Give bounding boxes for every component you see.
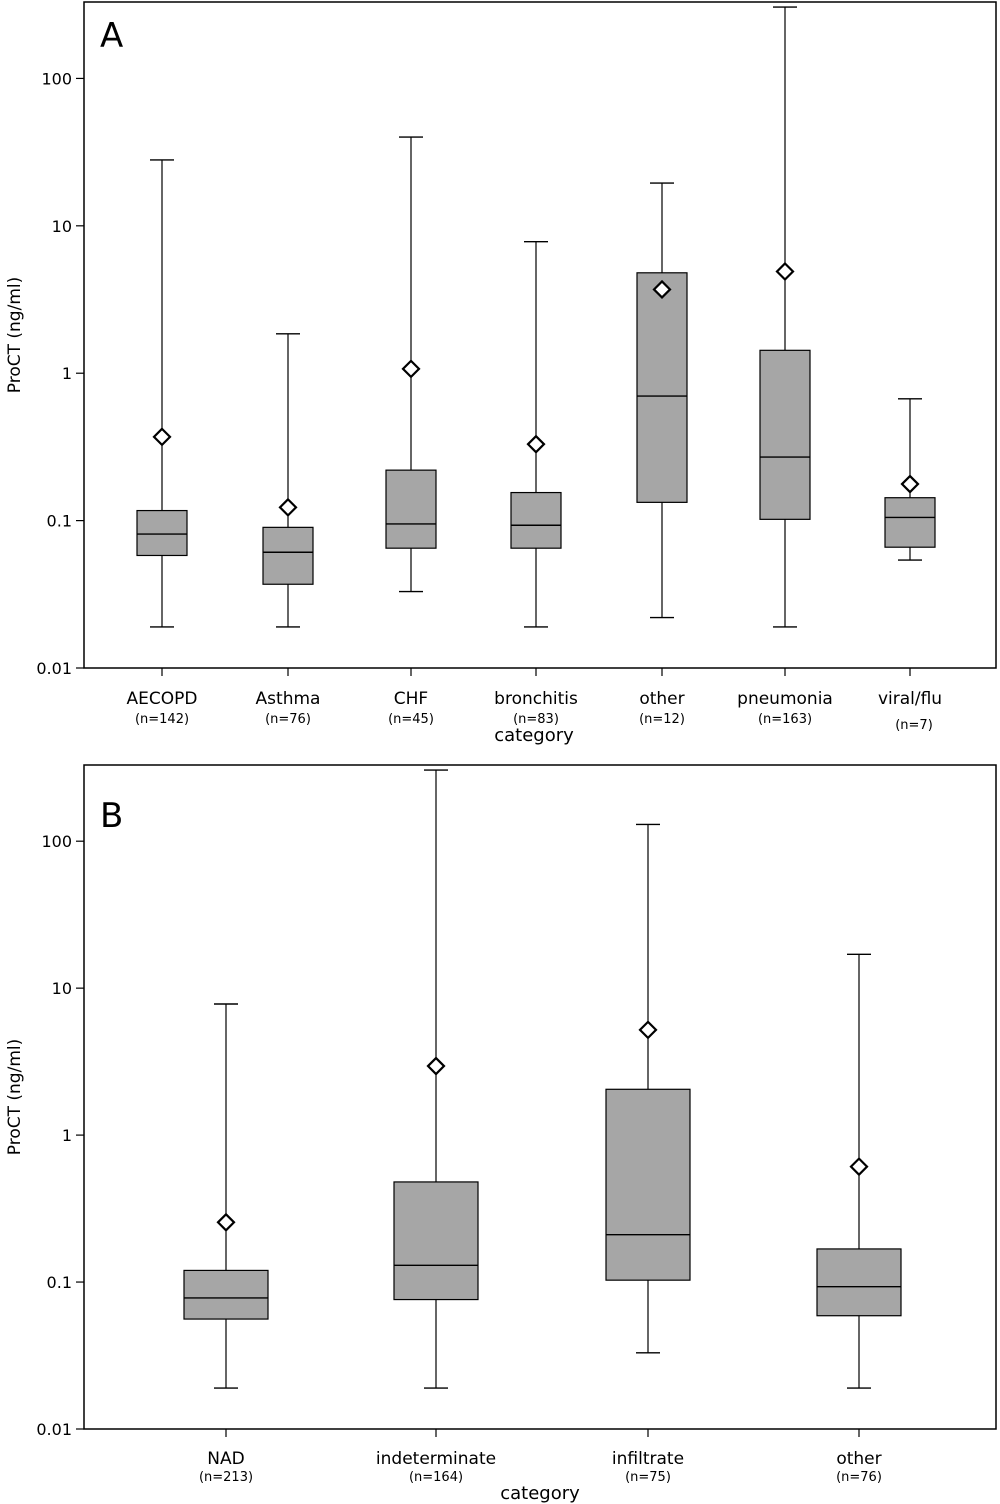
category-n: (n=75) [625,1470,671,1485]
category-n: (n=12) [639,712,685,727]
category-label: pneumonia [737,689,833,709]
category-label: other [639,689,684,709]
y-tick-label: 10 [52,979,72,998]
y-tick-label: 10 [52,217,72,236]
mean-marker [526,434,546,454]
category-label: CHF [394,689,428,709]
y-tick-label: 0.01 [36,1420,72,1439]
category-label: AECOPD [127,689,198,709]
mean-marker [216,1212,236,1232]
category-label: other [836,1449,881,1469]
panel-A-frame [83,1,997,669]
y-axis-title: ProCT (ng/ml) [5,277,25,393]
category-label: NAD [207,1449,244,1469]
category-label: viral/flu [878,689,942,709]
category-label: infiltrate [612,1449,684,1469]
box-indeterminate [393,1181,479,1301]
box-NAD [183,1269,269,1320]
box-infiltrate [605,1088,691,1281]
y-tick-label: 100 [41,832,72,851]
category-n: (n=142) [135,712,189,727]
y-tick-label: 0.1 [47,1273,72,1292]
box-other [636,272,688,503]
box-CHF [385,469,437,549]
mean-marker [652,279,672,300]
mean-marker [638,1020,658,1040]
mean-marker [152,427,172,447]
panel-label: A [100,16,123,56]
category-n: (n=7) [895,718,933,733]
mean-marker [900,474,920,494]
mean-marker [278,497,298,517]
box-pneumonia [759,349,811,520]
y-tick-label: 100 [41,69,72,88]
category-label: Asthma [256,689,321,709]
y-tick-label: 0.01 [36,659,72,678]
category-n: (n=164) [409,1470,463,1485]
category-n: (n=163) [758,712,812,727]
mean-marker [426,1056,446,1076]
panel-B-frame [83,764,997,1430]
mean-marker [849,1157,869,1177]
box-viral/flu [884,497,936,548]
box-Asthma [262,526,314,585]
box-AECOPD [136,509,188,557]
panel-label: B [100,796,123,836]
x-axis-title: category [494,725,574,746]
category-label: bronchitis [494,689,578,709]
x-axis-title: category [500,1483,580,1504]
category-n: (n=213) [199,1470,253,1485]
category-n: (n=83) [513,712,559,727]
mean-marker [775,261,795,282]
category-n: (n=76) [265,712,311,727]
y-axis-title: ProCT (ng/ml) [5,1039,25,1155]
y-tick-label: 1 [62,364,72,383]
y-tick-label: 1 [62,1126,72,1145]
y-tick-label: 0.1 [47,512,72,531]
category-label: indeterminate [376,1449,496,1469]
box-bronchitis [510,491,562,549]
box-other [816,1248,902,1317]
category-n: (n=45) [388,712,434,727]
category-n: (n=76) [836,1470,882,1485]
mean-marker [401,359,421,379]
